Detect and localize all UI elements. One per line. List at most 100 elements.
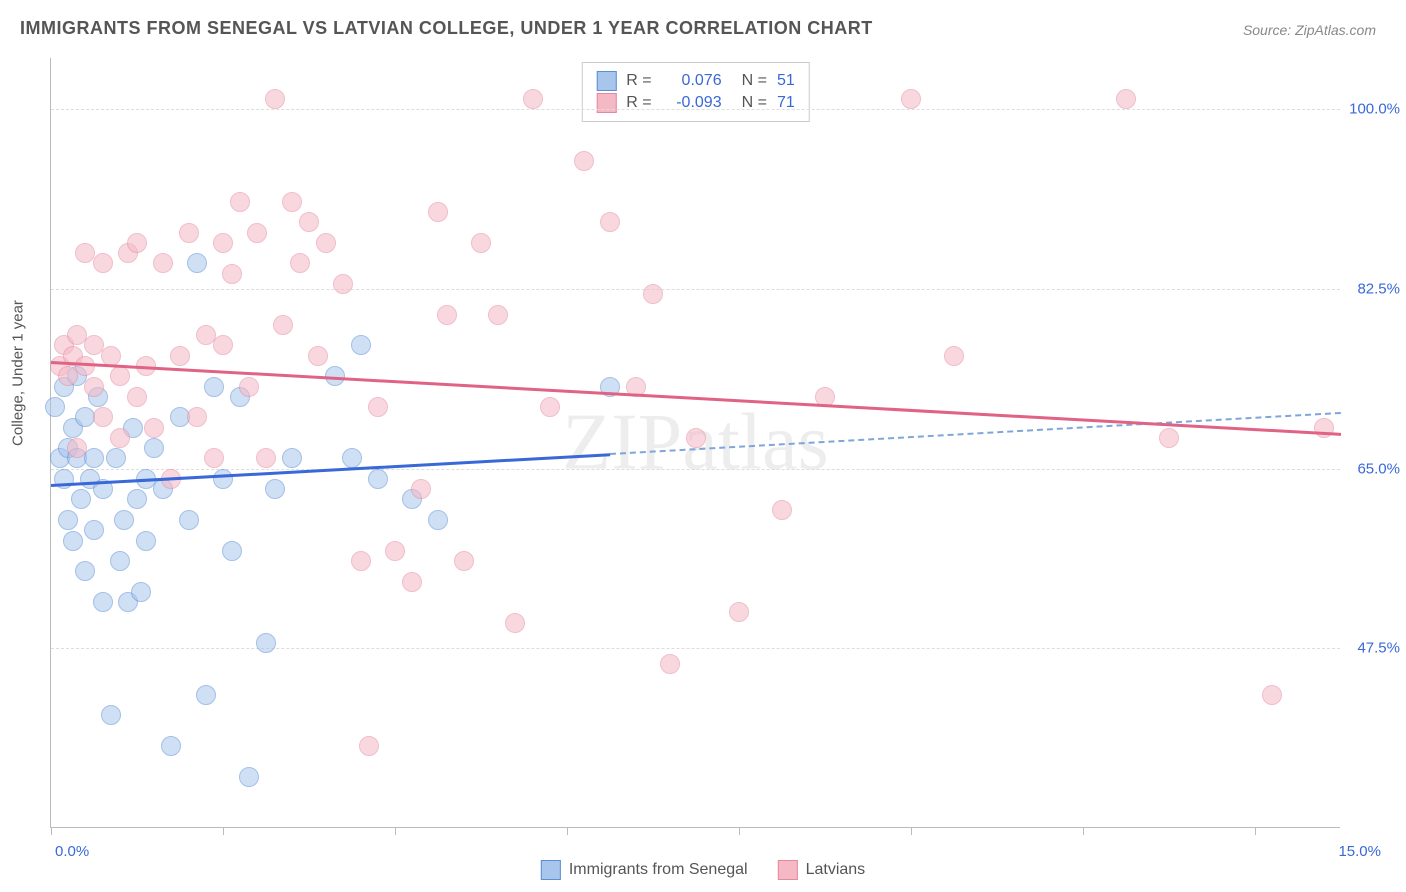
source-label: Source: ZipAtlas.com (1243, 22, 1376, 38)
data-point (299, 212, 319, 232)
y-axis-title: College, Under 1 year (10, 300, 27, 446)
data-point (84, 377, 104, 397)
data-point (901, 89, 921, 109)
legend-label: Latvians (806, 861, 866, 879)
data-point (213, 335, 233, 355)
data-point (1262, 685, 1282, 705)
data-point (265, 479, 285, 499)
x-tick (1255, 827, 1256, 835)
x-tick (739, 827, 740, 835)
legend-swatch (596, 71, 616, 91)
data-point (127, 489, 147, 509)
data-point (170, 346, 190, 366)
y-tick-label: 65.0% (1357, 460, 1400, 477)
data-point (359, 736, 379, 756)
data-point (265, 89, 285, 109)
legend-label: Immigrants from Senegal (569, 861, 748, 879)
data-point (101, 346, 121, 366)
data-point (110, 428, 130, 448)
data-point (411, 479, 431, 499)
data-point (247, 223, 267, 243)
data-point (471, 233, 491, 253)
r-label: R = (626, 72, 651, 90)
data-point (428, 202, 448, 222)
x-tick (567, 827, 568, 835)
x-tick (223, 827, 224, 835)
data-point (93, 407, 113, 427)
data-point (256, 633, 276, 653)
data-point (342, 448, 362, 468)
data-point (273, 315, 293, 335)
data-point (230, 192, 250, 212)
data-point (101, 705, 121, 725)
data-point (187, 253, 207, 273)
n-label: N = (742, 72, 767, 90)
data-point (523, 89, 543, 109)
legend-row: R =0.076N =51 (596, 71, 794, 91)
data-point (686, 428, 706, 448)
x-axis-max-label: 15.0% (1338, 843, 1381, 860)
chart-title: IMMIGRANTS FROM SENEGAL VS LATVIAN COLLE… (20, 18, 873, 39)
data-point (437, 305, 457, 325)
data-point (282, 448, 302, 468)
y-tick-label: 82.5% (1357, 281, 1400, 298)
data-point (488, 305, 508, 325)
y-tick-label: 100.0% (1349, 101, 1400, 118)
data-point (574, 151, 594, 171)
data-point (213, 233, 233, 253)
y-tick-label: 47.5% (1357, 640, 1400, 657)
x-tick (1083, 827, 1084, 835)
data-point (187, 407, 207, 427)
data-point (84, 448, 104, 468)
data-point (136, 531, 156, 551)
data-point (179, 223, 199, 243)
data-point (204, 448, 224, 468)
x-tick (51, 827, 52, 835)
data-point (368, 469, 388, 489)
data-point (402, 572, 422, 592)
r-value: 0.076 (662, 72, 722, 90)
data-point (454, 551, 474, 571)
data-point (1116, 89, 1136, 109)
data-point (600, 212, 620, 232)
data-point (222, 264, 242, 284)
data-point (71, 489, 91, 509)
data-point (540, 397, 560, 417)
data-point (239, 377, 259, 397)
legend-swatch (778, 860, 798, 880)
legend-item: Latvians (778, 860, 866, 880)
x-tick (395, 827, 396, 835)
data-point (308, 346, 328, 366)
data-point (144, 418, 164, 438)
grid-line (51, 648, 1340, 649)
x-tick (911, 827, 912, 835)
data-point (1159, 428, 1179, 448)
scatter-chart: ZIPatlas R =0.076N =51R =-0.093N =71 47.… (50, 58, 1340, 828)
correlation-legend: R =0.076N =51R =-0.093N =71 (581, 62, 809, 122)
trend-line-dashed (610, 412, 1341, 455)
x-axis-min-label: 0.0% (55, 843, 89, 860)
data-point (204, 377, 224, 397)
data-point (84, 520, 104, 540)
data-point (944, 346, 964, 366)
data-point (179, 510, 199, 530)
data-point (196, 685, 216, 705)
data-point (316, 233, 336, 253)
data-point (333, 274, 353, 294)
data-point (153, 253, 173, 273)
data-point (45, 397, 65, 417)
data-point (256, 448, 276, 468)
data-point (213, 469, 233, 489)
data-point (127, 233, 147, 253)
data-point (660, 654, 680, 674)
data-point (144, 438, 164, 458)
data-point (131, 582, 151, 602)
data-point (428, 510, 448, 530)
data-point (239, 767, 259, 787)
data-point (75, 561, 95, 581)
data-point (729, 602, 749, 622)
legend-item: Immigrants from Senegal (541, 860, 748, 880)
data-point (114, 510, 134, 530)
data-point (110, 551, 130, 571)
data-point (161, 736, 181, 756)
